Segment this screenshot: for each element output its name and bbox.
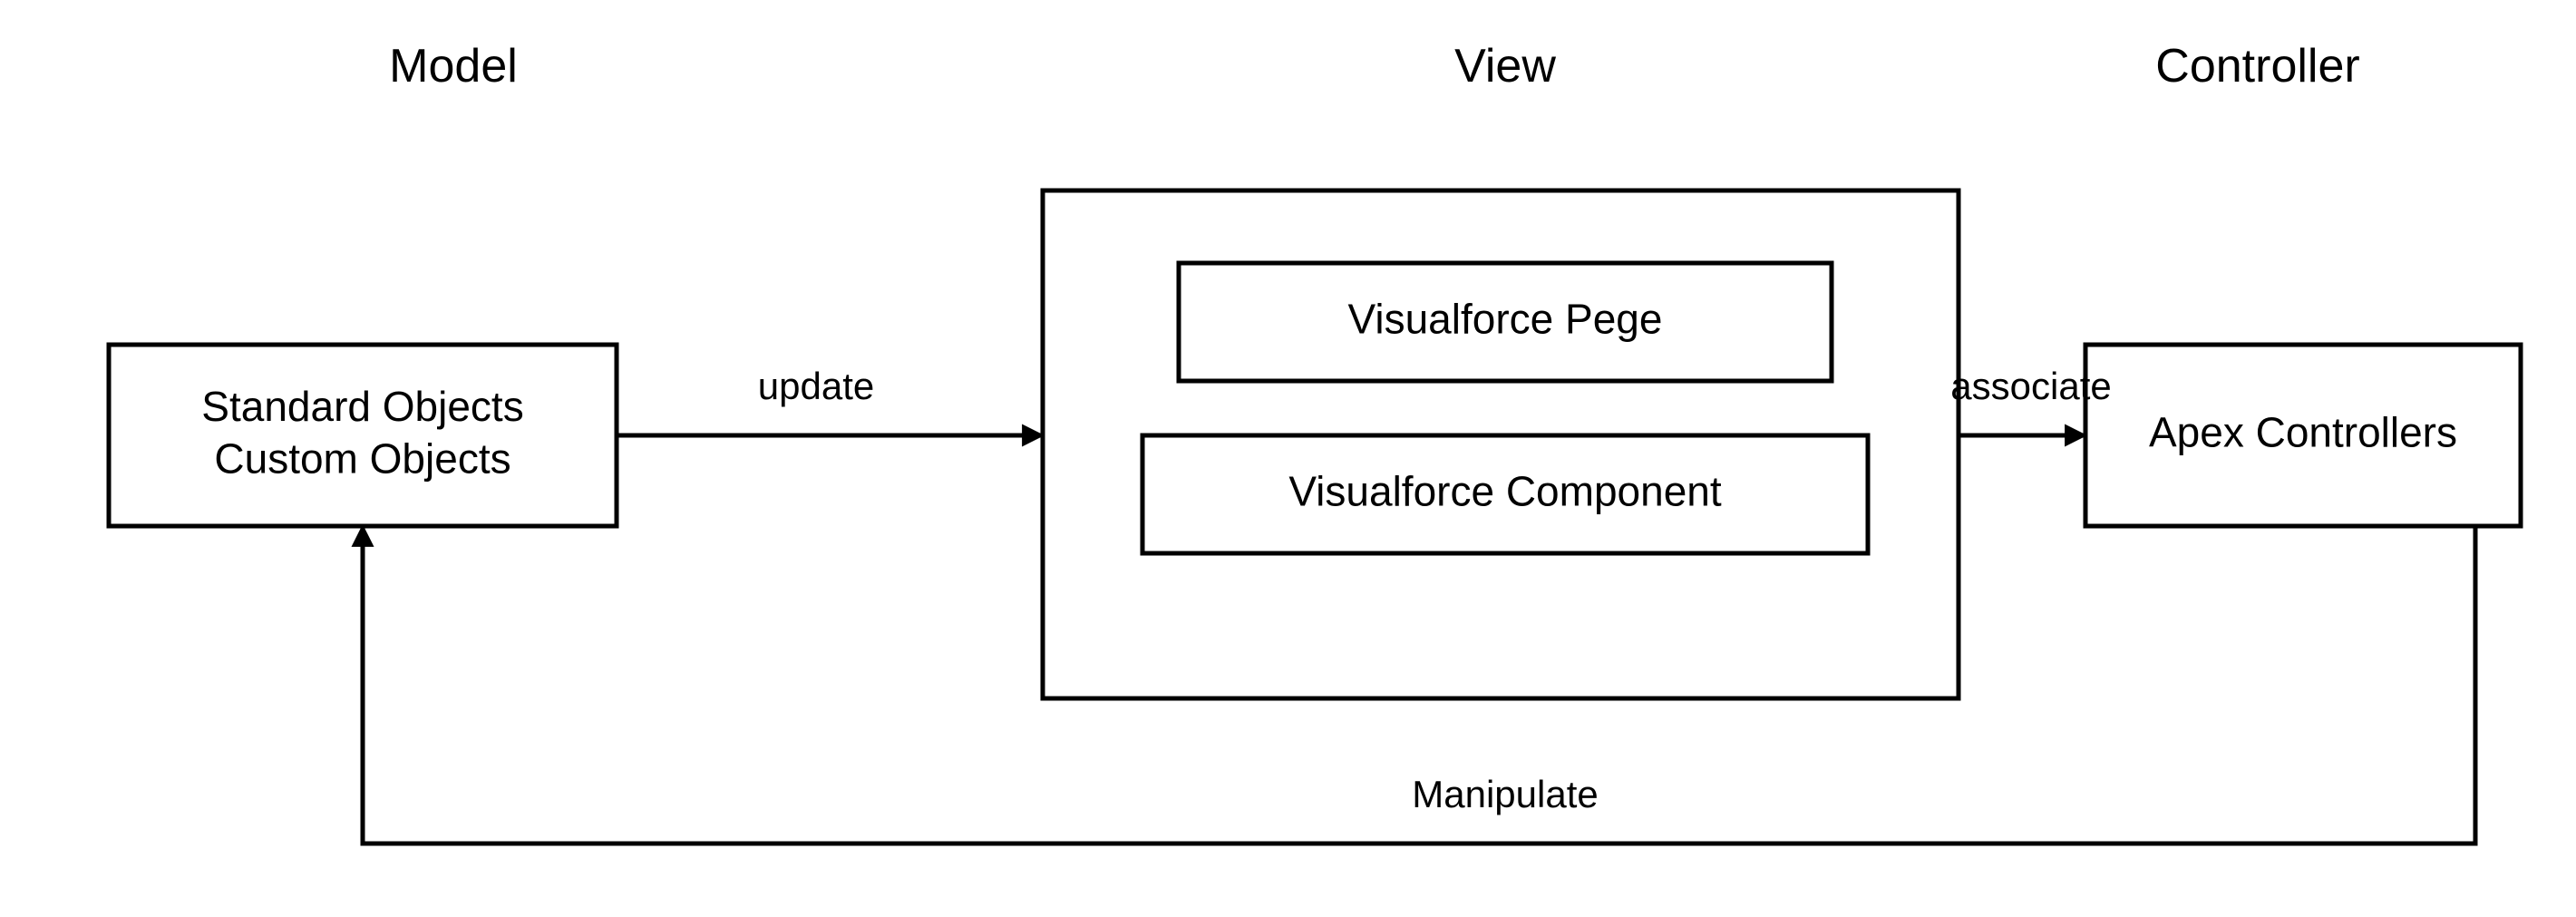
node-model_box-line-0: Standard Objects <box>201 383 523 430</box>
node-vf_page-line-0: Visualforce Pege <box>1348 296 1663 343</box>
header-model: Model <box>389 40 518 93</box>
edge-associate-label: associate <box>1950 365 2111 407</box>
edge-manipulate-label: Manipulate <box>1412 773 1598 815</box>
header-view: View <box>1454 40 1556 93</box>
node-vf_component-line-0: Visualforce Component <box>1288 468 1722 515</box>
node-model_box-line-1: Custom Objects <box>214 434 510 482</box>
header-controller: Controller <box>2155 40 2359 93</box>
edge-update-label: update <box>758 365 874 407</box>
node-controller_box-line-0: Apex Controllers <box>2149 409 2457 456</box>
